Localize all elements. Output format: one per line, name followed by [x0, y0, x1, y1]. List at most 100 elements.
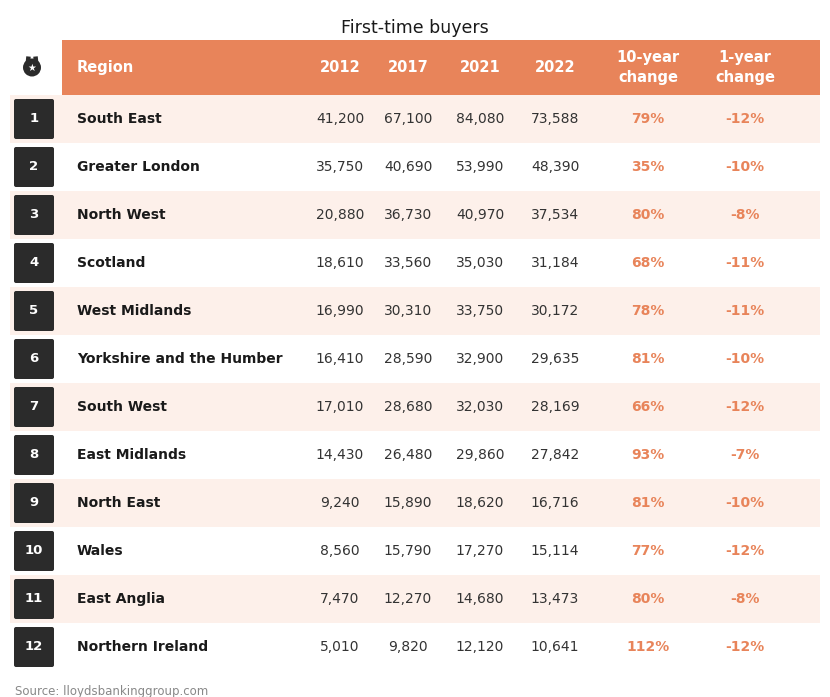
- Text: -12%: -12%: [725, 112, 764, 126]
- Text: 1: 1: [29, 112, 38, 125]
- FancyBboxPatch shape: [14, 243, 54, 283]
- Text: 33,750: 33,750: [456, 304, 504, 318]
- Text: 36,730: 36,730: [384, 208, 432, 222]
- FancyArrow shape: [33, 56, 39, 67]
- FancyBboxPatch shape: [14, 147, 54, 187]
- Text: 9: 9: [29, 496, 38, 510]
- Text: 81%: 81%: [632, 352, 665, 366]
- Text: 13,473: 13,473: [531, 592, 579, 606]
- Text: 8,560: 8,560: [320, 544, 360, 558]
- Text: 81%: 81%: [632, 496, 665, 510]
- Bar: [10, 191, 820, 239]
- Text: 30,310: 30,310: [384, 304, 432, 318]
- Bar: [10, 95, 820, 143]
- Text: 16,716: 16,716: [530, 496, 579, 510]
- Text: 29,635: 29,635: [531, 352, 579, 366]
- Text: 26,480: 26,480: [383, 448, 432, 462]
- Text: 3: 3: [29, 208, 39, 222]
- Text: Wales: Wales: [77, 544, 124, 558]
- Text: Greater London: Greater London: [77, 160, 200, 174]
- Text: -11%: -11%: [725, 256, 764, 270]
- Text: 40,970: 40,970: [456, 208, 504, 222]
- FancyBboxPatch shape: [14, 627, 54, 667]
- Bar: [10, 239, 820, 287]
- Text: -11%: -11%: [725, 304, 764, 318]
- Text: 12,270: 12,270: [384, 592, 432, 606]
- FancyBboxPatch shape: [14, 483, 54, 523]
- Text: 66%: 66%: [632, 400, 665, 414]
- Text: 31,184: 31,184: [530, 256, 579, 270]
- Text: 1-year
change: 1-year change: [715, 50, 775, 84]
- Text: -10%: -10%: [725, 352, 764, 366]
- Text: 16,410: 16,410: [315, 352, 364, 366]
- Text: 10,641: 10,641: [530, 640, 579, 654]
- Bar: [10, 527, 820, 575]
- Bar: [10, 335, 820, 383]
- Text: 2021: 2021: [460, 60, 500, 75]
- Text: 2: 2: [29, 160, 38, 174]
- FancyBboxPatch shape: [14, 339, 54, 379]
- FancyBboxPatch shape: [14, 195, 54, 235]
- FancyBboxPatch shape: [14, 387, 54, 427]
- Text: First-time buyers: First-time buyers: [341, 19, 489, 37]
- Text: 93%: 93%: [632, 448, 665, 462]
- Text: 80%: 80%: [632, 592, 665, 606]
- Text: 33,560: 33,560: [384, 256, 432, 270]
- Bar: [10, 383, 820, 431]
- Text: 30,172: 30,172: [531, 304, 579, 318]
- Text: 35,030: 35,030: [456, 256, 504, 270]
- Text: Northern Ireland: Northern Ireland: [77, 640, 208, 654]
- Text: 6: 6: [29, 353, 39, 365]
- Text: 12,120: 12,120: [456, 640, 504, 654]
- Text: 41,200: 41,200: [316, 112, 364, 126]
- FancyBboxPatch shape: [14, 531, 54, 571]
- Text: -12%: -12%: [725, 400, 764, 414]
- Bar: [10, 431, 820, 479]
- Text: 2022: 2022: [535, 60, 575, 75]
- Text: Yorkshire and the Humber: Yorkshire and the Humber: [77, 352, 283, 366]
- Text: 5,010: 5,010: [320, 640, 359, 654]
- Bar: [62, 40, 820, 95]
- Text: 29,860: 29,860: [456, 448, 505, 462]
- Text: 5: 5: [29, 305, 38, 318]
- Text: 48,390: 48,390: [531, 160, 579, 174]
- Text: -12%: -12%: [725, 544, 764, 558]
- FancyBboxPatch shape: [14, 579, 54, 619]
- Text: 10-year
change: 10-year change: [617, 50, 680, 84]
- Text: 27,842: 27,842: [531, 448, 579, 462]
- Text: 8: 8: [29, 448, 39, 461]
- Text: 4: 4: [29, 256, 39, 270]
- Text: 32,030: 32,030: [456, 400, 504, 414]
- Text: 28,590: 28,590: [383, 352, 432, 366]
- Text: 2017: 2017: [388, 60, 428, 75]
- Text: 112%: 112%: [627, 640, 670, 654]
- Text: 15,790: 15,790: [383, 544, 432, 558]
- Circle shape: [23, 59, 41, 77]
- Text: West Midlands: West Midlands: [77, 304, 192, 318]
- Text: -7%: -7%: [730, 448, 759, 462]
- Text: 28,169: 28,169: [530, 400, 579, 414]
- Text: East Midlands: East Midlands: [77, 448, 186, 462]
- Text: 77%: 77%: [632, 544, 665, 558]
- Text: -8%: -8%: [730, 208, 759, 222]
- FancyBboxPatch shape: [14, 435, 54, 475]
- Text: -10%: -10%: [725, 160, 764, 174]
- Text: 28,680: 28,680: [383, 400, 432, 414]
- Text: 68%: 68%: [632, 256, 665, 270]
- Text: -8%: -8%: [730, 592, 759, 606]
- Text: 7: 7: [29, 401, 38, 413]
- Text: -10%: -10%: [725, 496, 764, 510]
- FancyBboxPatch shape: [14, 291, 54, 331]
- Bar: [10, 143, 820, 191]
- Text: 37,534: 37,534: [531, 208, 579, 222]
- Text: 18,610: 18,610: [315, 256, 364, 270]
- Text: 67,100: 67,100: [383, 112, 432, 126]
- Text: 11: 11: [25, 592, 43, 606]
- Text: 40,690: 40,690: [383, 160, 432, 174]
- Text: Scotland: Scotland: [77, 256, 145, 270]
- Text: 9,240: 9,240: [320, 496, 359, 510]
- Text: 15,114: 15,114: [530, 544, 579, 558]
- FancyArrow shape: [25, 56, 31, 67]
- Bar: [10, 479, 820, 527]
- Text: 18,620: 18,620: [456, 496, 505, 510]
